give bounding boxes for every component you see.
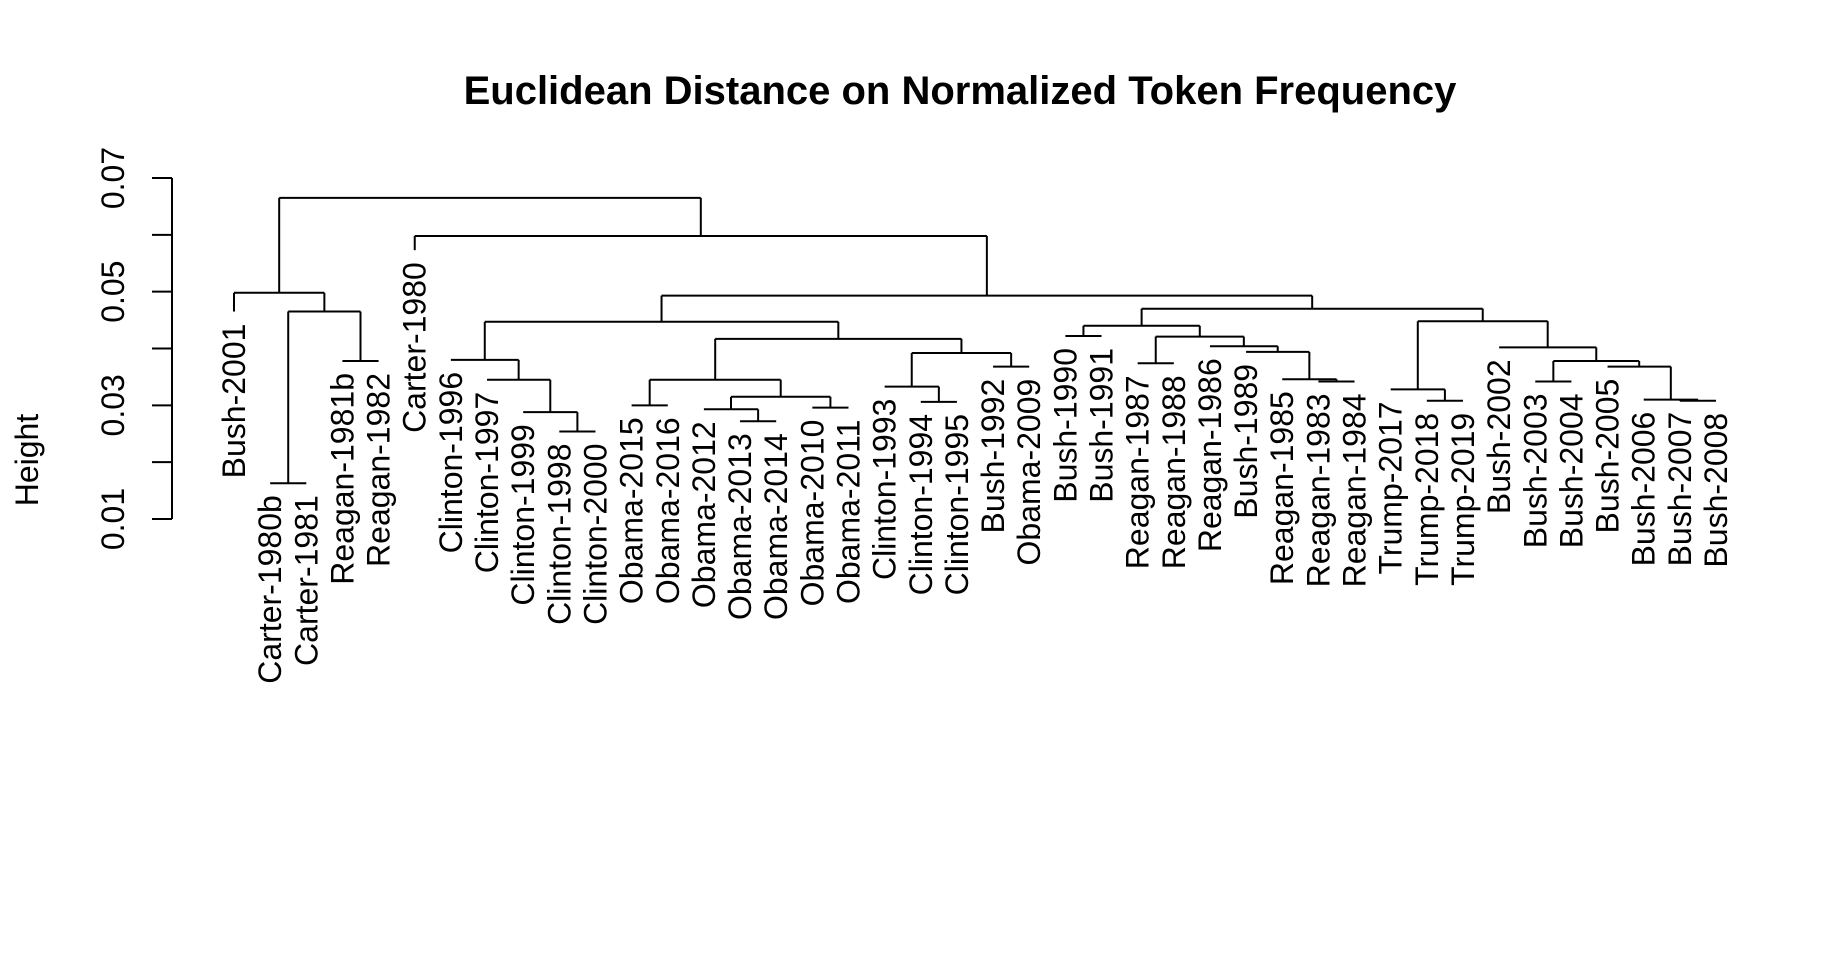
leaf-label: Clinton-1999	[505, 424, 541, 605]
leaf-label: Reagan-1986	[1192, 358, 1228, 552]
leaf-label: Bush-1990	[1047, 348, 1083, 503]
leaf-label: Clinton-1996	[433, 372, 469, 553]
y-tick-label: 0.05	[95, 261, 131, 323]
leaf-label: Bush-2005	[1590, 379, 1626, 534]
leaf-label: Bush-1989	[1228, 364, 1264, 519]
y-tick-label: 0.01	[95, 488, 131, 550]
leaf-label: Clinton-2000	[577, 443, 613, 624]
chart-title: Euclidean Distance on Normalized Token F…	[464, 69, 1458, 113]
y-tick-label: 0.03	[95, 374, 131, 436]
leaf-label: Bush-2006	[1626, 412, 1662, 567]
leaf-label: Reagan-1984	[1337, 393, 1373, 587]
leaf-label: Reagan-1982	[361, 373, 397, 567]
y-axis-ticks: 0.01 0.03 0.05 0.07	[95, 147, 172, 550]
leaf-label: Clinton-1993	[867, 399, 903, 580]
leaf-label: Bush-2001	[216, 324, 252, 479]
leaf-label: Clinton-1998	[541, 443, 577, 624]
leaf-label: Obama-2011	[830, 420, 866, 604]
leaf-label: Obama-2016	[650, 417, 686, 604]
leaf-label: Reagan-1988	[1156, 375, 1192, 569]
leaf-label: Carter-1981	[288, 495, 324, 666]
leaf-label: Reagan-1985	[1264, 391, 1300, 585]
leaf-label: Obama-2012	[686, 421, 722, 608]
leaf-label: Reagan-1981b	[324, 373, 360, 585]
dendrogram-branches	[233, 196, 1716, 485]
leaf-label: Bush-2002	[1481, 359, 1517, 514]
leaf-label: Obama-2015	[614, 417, 650, 604]
leaf-label: Bush-2003	[1517, 393, 1553, 548]
leaf-label: Reagan-1987	[1120, 375, 1156, 569]
leaf-label: Obama-2013	[722, 433, 758, 620]
leaf-label: Bush-1992	[975, 379, 1011, 534]
leaf-label: Bush-2008	[1698, 413, 1734, 568]
y-axis-label: Height	[9, 414, 45, 507]
leaf-label: Bush-2004	[1553, 393, 1589, 548]
leaf-label: Trump-2018	[1409, 413, 1445, 586]
leaf-label: Clinton-1994	[903, 414, 939, 595]
leaf-label: Trump-2019	[1445, 413, 1481, 586]
leaf-label: Obama-2009	[1011, 379, 1047, 566]
y-tick-label: 0.07	[95, 147, 131, 209]
leaf-label: Clinton-1995	[939, 414, 975, 595]
leaf-label: Carter-1980b	[252, 495, 288, 684]
leaf-label: Clinton-1997	[469, 392, 505, 573]
leaf-label: Obama-2010	[794, 420, 830, 607]
leaf-label: Bush-1991	[1084, 348, 1120, 503]
leaf-label: Reagan-1983	[1300, 393, 1336, 587]
leaf-label: Trump-2017	[1373, 401, 1409, 574]
leaf-label: Obama-2014	[758, 433, 794, 620]
leaf-label: Carter-1980	[397, 262, 433, 433]
leaf-label: Bush-2007	[1662, 412, 1698, 567]
